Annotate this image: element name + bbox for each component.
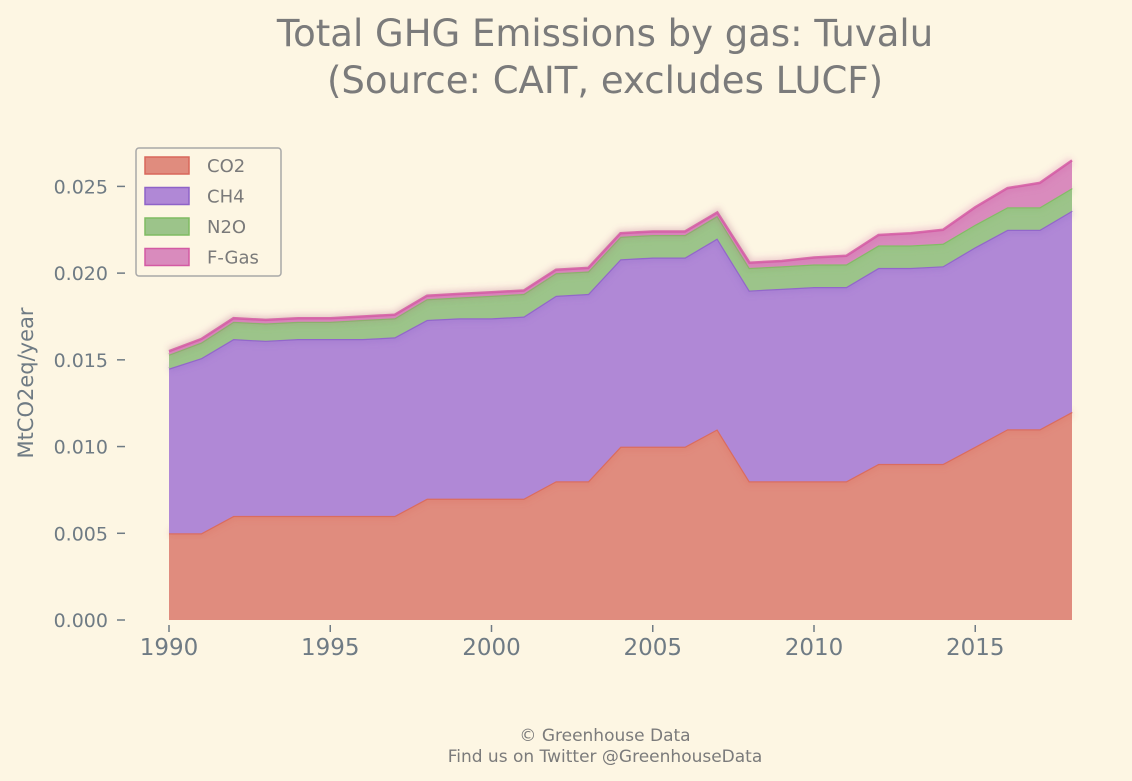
line-f-gas	[168, 159, 1073, 353]
chart-title-line-2: (Source: CAIT, excludes LUCF)	[327, 59, 883, 102]
legend-item-f-gas: F-Gas	[144, 247, 259, 269]
footer-copyright: © Greenhouse Data	[519, 726, 690, 746]
plot-area	[167, 156, 1075, 620]
legend-swatch	[144, 156, 190, 175]
y-tick-label: 0.005	[54, 523, 108, 545]
x-tick-label: 2000	[462, 635, 521, 661]
x-tick-label: 2005	[623, 635, 682, 661]
x-tick-label: 1990	[140, 635, 199, 661]
y-axis-label: MtCO2eq/year	[14, 307, 38, 458]
legend-item-n2o: N2O	[144, 217, 246, 238]
y-tick-label: 0.000	[54, 610, 108, 632]
legend-frame	[135, 147, 282, 277]
legend-label: F-Gas	[207, 248, 259, 269]
y-tick-label: 0.010	[54, 437, 108, 459]
legend-item-co2: CO2	[144, 156, 245, 177]
legend-label: CH4	[207, 187, 245, 208]
series-f-gas	[167, 156, 1075, 356]
y-tick-label: 0.020	[54, 263, 108, 285]
legend-swatch	[144, 186, 190, 206]
x-tick-label: 1995	[301, 635, 360, 661]
y-axis: 0.000 0.005 0.010 0.015 0.020 0.025	[54, 176, 125, 632]
legend-item-ch4: CH4	[144, 186, 245, 208]
footer-twitter: Find us on Twitter @GreenhouseData	[448, 747, 763, 767]
y-tick-label: 0.015	[54, 350, 108, 372]
legend-label: N2O	[207, 217, 246, 238]
area-n2o	[169, 188, 1072, 369]
chart-title-line-1: Total GHG Emissions by gas: Tuvalu	[276, 12, 933, 55]
legend-swatch	[144, 217, 190, 236]
legend: CO2 CH4 N2O F-Gas	[135, 147, 282, 277]
legend-label: CO2	[207, 156, 245, 177]
x-axis: 1990 1995 2000 2005 2010 2015	[140, 625, 1005, 661]
y-tick-label: 0.025	[54, 176, 108, 198]
legend-swatch	[144, 247, 190, 267]
x-tick-label: 2015	[946, 635, 1005, 661]
x-tick-label: 2010	[785, 635, 844, 661]
area-co2	[169, 411, 1072, 620]
